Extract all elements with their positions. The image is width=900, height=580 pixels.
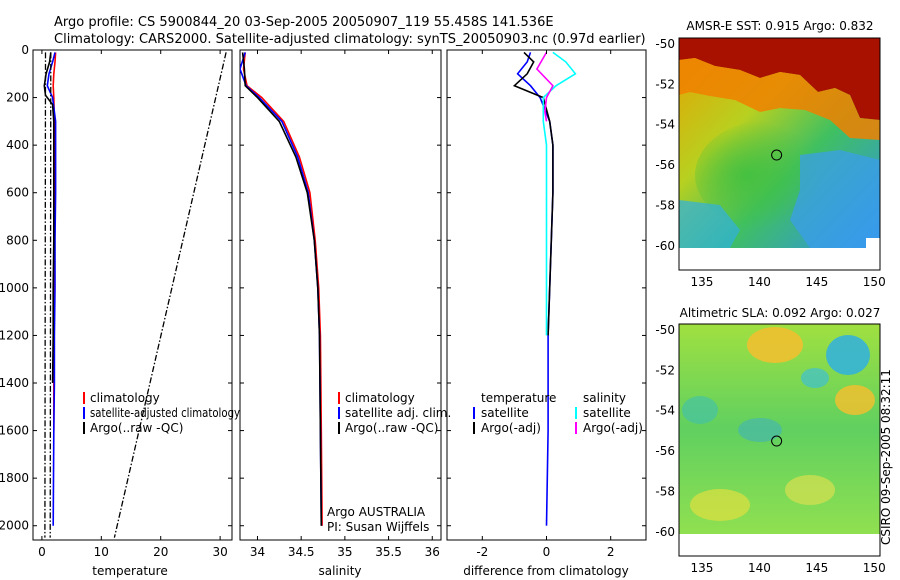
temperature-axes: [32, 49, 233, 541]
x-tick-label: -2: [476, 545, 488, 559]
difference-xlabel: difference from climatology: [463, 564, 629, 578]
series-line-temperature-argo-adj-: [512, 51, 554, 336]
map-x-tick-label: 145: [805, 275, 828, 289]
diff-legend-sal-argo: Argo(-adj): [583, 421, 643, 435]
map-y-tick-label: -58: [655, 198, 675, 212]
salinity-legend: climatology satellite adj. clim. Argo(..…: [327, 391, 451, 534]
series-line-salinity-argo-adj-: [535, 51, 554, 122]
sla-map-title: Altimetric SLA: 0.092 Argo: 0.027: [680, 306, 881, 320]
y-tick-label: 1600: [0, 424, 29, 438]
header-line-2: Climatology: CARS2000. Satellite-adjuste…: [54, 32, 646, 47]
y-tick-label: 1200: [0, 328, 29, 342]
x-tick-label: 36: [425, 545, 440, 559]
map-y-tick-label: -52: [655, 363, 675, 377]
map-y-tick-label: -52: [655, 77, 675, 91]
x-tick-label: 0: [543, 545, 551, 559]
y-tick-label: 1800: [0, 471, 29, 485]
map-y-tick-label: -60: [655, 525, 675, 539]
difference-legend-temperature: temperature satellite Argo(-adj): [473, 391, 556, 435]
series-line-satellite-adjusted-climatology: [46, 52, 57, 526]
sla-map-axes: [678, 323, 881, 557]
y-tick-label: 2000: [0, 519, 29, 533]
map-y-tick-label: -56: [655, 444, 675, 458]
map-y-tick-label: -50: [655, 323, 675, 337]
series-line-raw-ref-3: [113, 52, 227, 538]
map-x-tick-label: 150: [863, 561, 886, 575]
float-owner-text: Argo AUSTRALIA: [327, 505, 426, 519]
salinity-xlabel: salinity: [318, 564, 361, 578]
map-x-tick-label: 140: [748, 275, 771, 289]
sst-map-title: AMSR-E SST: 0.915 Argo: 0.832: [686, 19, 873, 33]
map-y-tick-label: -54: [655, 404, 675, 418]
x-tick-label: 34.5: [288, 545, 315, 559]
y-tick-label: 400: [6, 138, 29, 152]
diff-legend-sal-title: salinity: [583, 391, 626, 405]
diff-legend-temp-title: temperature: [481, 391, 556, 405]
diff-legend-temp-argo: Argo(-adj): [481, 421, 541, 435]
x-tick-label: 10: [94, 545, 109, 559]
salinity-legend-clim: climatology: [345, 391, 415, 405]
map-y-tick-label: -50: [655, 37, 675, 51]
map-x-tick-label: 145: [805, 561, 828, 575]
diff-legend-temp-sat: satellite: [481, 406, 529, 420]
map-y-tick-label: -60: [655, 239, 675, 253]
temperature-legend: climatology satellite-adjusted climatolo…: [83, 391, 240, 435]
x-tick-label: 0: [38, 545, 46, 559]
temperature-legend-argo: Argo(..raw -QC): [90, 421, 183, 435]
salinity-legend-argo: Argo(..raw -QC): [345, 421, 438, 435]
y-tick-label: 1000: [0, 281, 29, 295]
sst-map-axes: [678, 37, 881, 271]
sst-map-image: [679, 38, 880, 270]
y-tick-label: 200: [6, 91, 29, 105]
header-line-1: Argo profile: CS 5900844_20 03-Sep-2005 …: [54, 15, 554, 30]
x-tick-label: 30: [212, 545, 227, 559]
series-line-argo-raw-qc-: [241, 52, 323, 526]
difference-legend-salinity: salinity satellite Argo(-adj): [575, 391, 643, 435]
map-y-tick-label: -54: [655, 118, 675, 132]
series-line-climatology: [242, 52, 323, 526]
sla-argo-location-marker: [771, 435, 783, 447]
map-x-tick-label: 140: [748, 561, 771, 575]
y-tick-label: 800: [6, 233, 29, 247]
x-tick-label: 2: [607, 545, 615, 559]
float-pi-text: PI: Susan Wijffels: [327, 520, 429, 534]
x-tick-label: 35.5: [375, 545, 402, 559]
map-y-tick-label: -58: [655, 484, 675, 498]
x-tick-label: 20: [153, 545, 168, 559]
salinity-legend-sat: satellite adj. clim.: [345, 406, 451, 420]
salinity-series-layer: [240, 52, 323, 526]
map-x-tick-label: 135: [691, 561, 714, 575]
x-tick-label: 34: [250, 545, 265, 559]
x-tick-label: 35: [337, 545, 352, 559]
map-x-tick-label: 135: [691, 275, 714, 289]
temperature-series-layer: [43, 52, 227, 538]
footer-stamp: CSIRO 09-Sep-2005 08:32:11: [879, 369, 893, 545]
y-tick-label: 600: [6, 186, 29, 200]
temperature-legend-clim: climatology: [90, 391, 160, 405]
salinity-axes: [239, 49, 442, 541]
temperature-legend-sat: satellite-adjusted climatology: [90, 406, 240, 420]
series-line-temperature-satellite: [516, 52, 554, 526]
y-tick-label: 0: [21, 43, 29, 57]
map-x-tick-label: 150: [863, 275, 886, 289]
series-line-raw-ref-2: [49, 52, 52, 538]
difference-series-layer: [512, 51, 577, 526]
temperature-xlabel: temperature: [92, 564, 167, 578]
map-y-tick-label: -56: [655, 158, 675, 172]
series-line-salinity-satellite: [542, 51, 577, 336]
tick-layer: 0 10 20 30020040060080010001200140016001800…: [0, 37, 886, 575]
sla-map-image: [679, 324, 880, 556]
y-tick-label: 1400: [0, 376, 29, 390]
series-line-raw-ref-1: [44, 52, 47, 538]
series-line-argo-raw-qc-: [43, 52, 55, 384]
diff-legend-sal-sat: satellite: [583, 406, 631, 420]
sst-argo-location-marker: [771, 149, 783, 161]
